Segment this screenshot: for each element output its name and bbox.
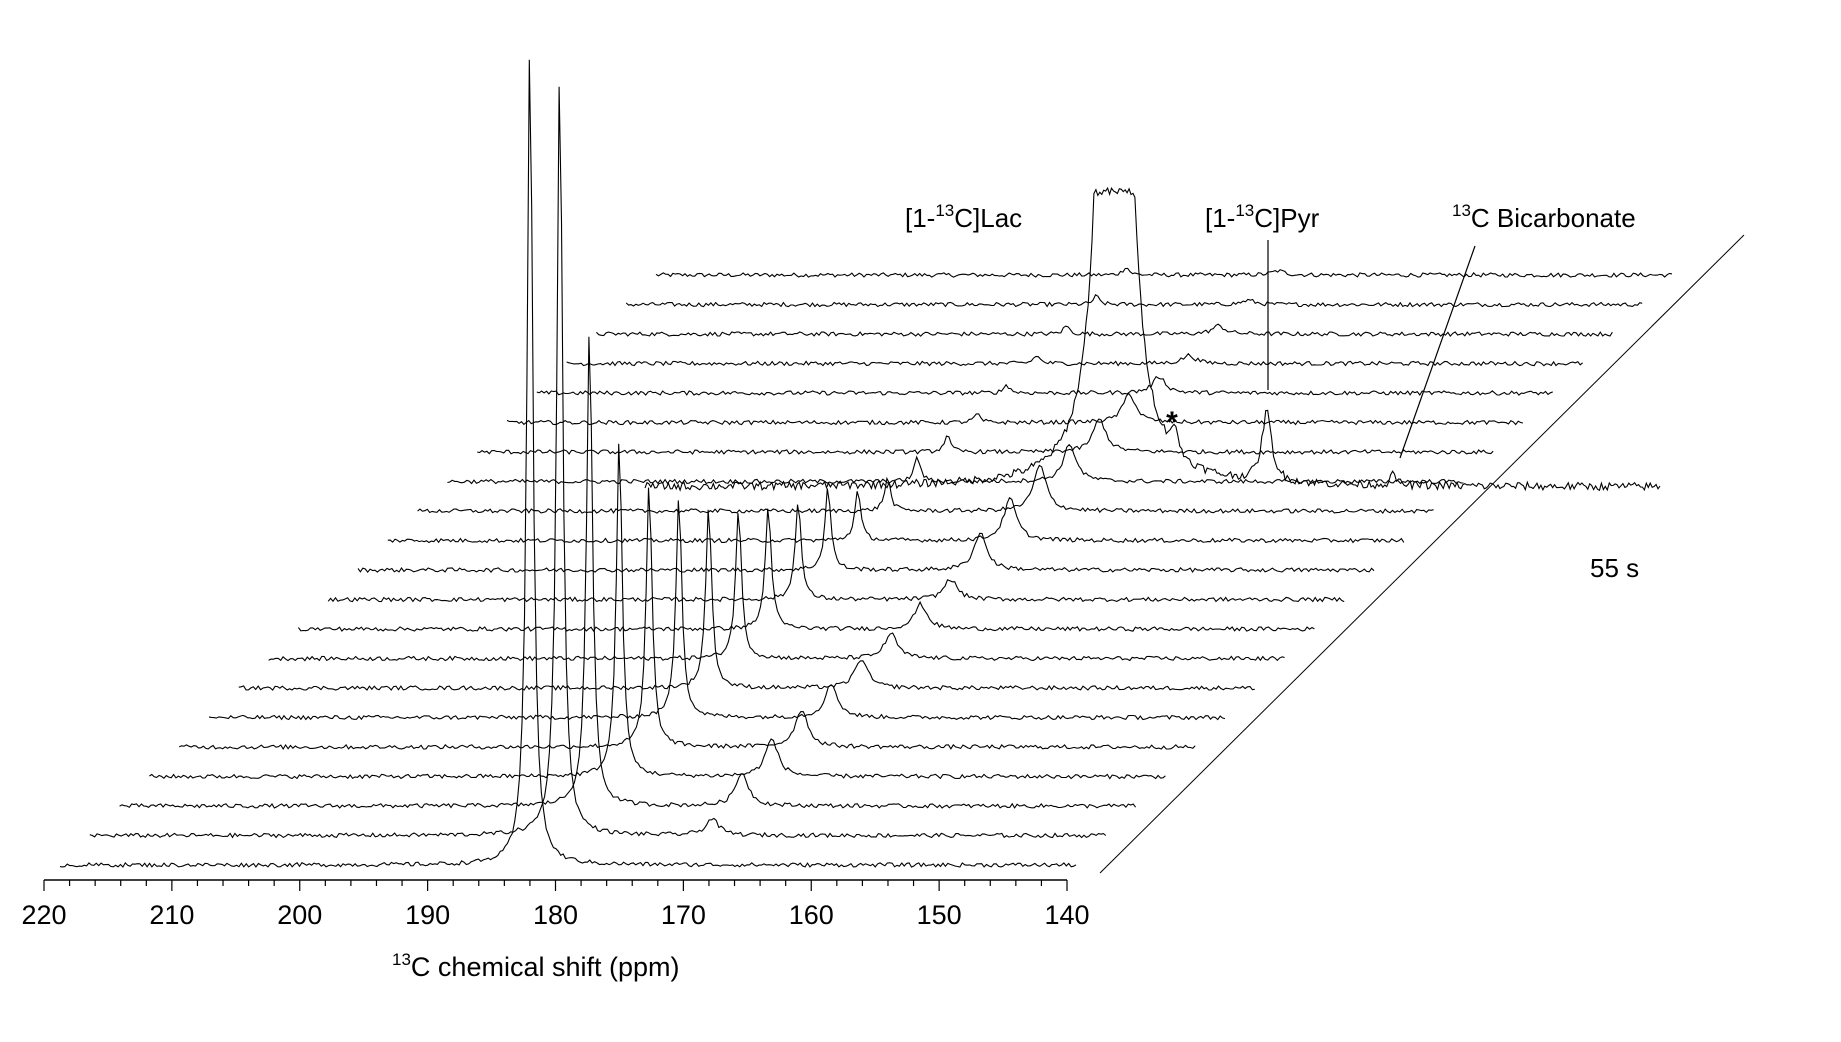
star-label: *	[1166, 406, 1178, 439]
spectrum-trace-14	[447, 443, 1464, 485]
x-tick-label: 190	[405, 900, 450, 930]
x-tick-label: 220	[21, 900, 66, 930]
spectrum-trace-15	[477, 418, 1494, 455]
x-tick-label: 180	[533, 900, 578, 930]
lactate-label: [1-13C]Lac	[905, 201, 1022, 233]
x-axis: 220 210 200 190 180 170 160 150 140	[21, 879, 1090, 930]
spectrum-trace-2	[89, 86, 1107, 839]
x-tick-label: 160	[789, 900, 834, 930]
spectra-layer	[59, 59, 1745, 874]
spectrum-trace-1	[59, 59, 1077, 868]
spectrum-trace-11	[357, 488, 1375, 574]
x-tick-label: 210	[149, 900, 194, 930]
x-axis-title: 13C chemical shift (ppm)	[392, 950, 680, 982]
spectrum-trace-5	[178, 487, 1196, 750]
spectrum-trace-20	[625, 294, 1643, 308]
time-depth-axis	[1099, 234, 1745, 874]
spectrum-trace-4	[149, 443, 1166, 780]
inset-spectrum	[644, 186, 1661, 492]
spectrum-trace-10	[327, 504, 1345, 603]
spectrum-trace-19	[596, 323, 1613, 338]
spectrum-trace-16	[506, 392, 1524, 426]
spectrum-trace-3	[119, 336, 1137, 809]
x-tick-label: 140	[1044, 900, 1089, 930]
spectrum-trace-18	[566, 352, 1583, 367]
bicarbonate-pointer-line	[1399, 245, 1476, 459]
inset-spectrum-trace	[644, 186, 1661, 492]
time-depth-label: 55 s	[1590, 553, 1639, 583]
spectrum-trace-17	[536, 375, 1553, 396]
bicarbonate-label: 13C Bicarbonate	[1452, 201, 1636, 233]
spectrum-trace-7	[238, 509, 1255, 691]
spectrum-trace-12	[387, 491, 1405, 544]
x-tick-label: 200	[277, 900, 322, 930]
x-tick-label: 150	[917, 900, 962, 930]
spectrum-trace-6	[208, 500, 1226, 721]
pyruvate-label: [1-13C]Pyr	[1205, 201, 1320, 233]
spectrum-trace-21	[655, 267, 1673, 278]
spectrum-trace-8	[268, 512, 1285, 662]
spectrum-trace-9	[297, 508, 1315, 633]
x-tick-label: 170	[661, 900, 706, 930]
